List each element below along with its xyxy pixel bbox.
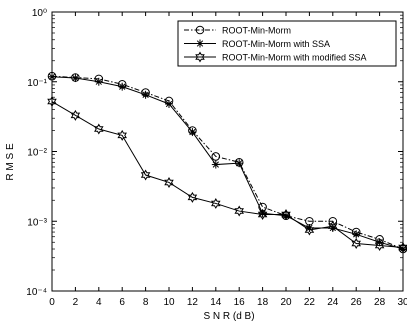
data-point xyxy=(71,74,80,83)
data-point xyxy=(211,152,221,161)
data-point xyxy=(164,176,174,188)
x-tick-label: 12 xyxy=(187,297,199,308)
asterisk-stroke xyxy=(399,245,407,253)
x-tick-label: 8 xyxy=(143,297,149,308)
asterisk-stroke xyxy=(259,210,266,217)
asterisk-stroke xyxy=(189,128,196,136)
data-point xyxy=(47,96,57,108)
x-tick-label: 0 xyxy=(49,297,55,308)
asterisk-stroke xyxy=(236,160,243,167)
legend-label: ROOT-Min-Morm with modified SSA xyxy=(222,53,367,63)
data-point xyxy=(117,129,127,141)
asterisk-stroke xyxy=(212,161,219,168)
x-tick-label: 18 xyxy=(257,297,269,308)
asterisk-stroke xyxy=(119,83,126,90)
x-tick-label: 20 xyxy=(280,297,292,308)
data-point xyxy=(257,208,268,220)
x-axis: 0 2 4 6 8 10 12 14 16 18 20 22 24 26 28 30 xyxy=(49,12,407,308)
data-point xyxy=(211,197,221,209)
y-tick-label: 10⁻⁴ xyxy=(26,287,47,298)
x-tick-label: 16 xyxy=(234,297,246,308)
y-axis: 10⁻⁴ 10⁻³ 10⁻² 10⁻¹ 10⁰ xyxy=(26,8,403,298)
x-tick-label: 2 xyxy=(73,297,79,308)
x-tick-label: 14 xyxy=(210,297,222,308)
series-line xyxy=(51,101,404,249)
asterisk-stroke xyxy=(48,73,56,80)
data-point xyxy=(399,245,407,254)
data-point xyxy=(94,123,104,135)
data-point xyxy=(141,90,150,99)
series-line xyxy=(51,75,404,250)
data-point xyxy=(211,160,220,169)
x-tick-label: 22 xyxy=(304,297,316,308)
data-point xyxy=(375,238,384,247)
x-tick-label: 26 xyxy=(351,297,363,308)
asterisk-stroke xyxy=(376,239,383,246)
y-tick-label: 10⁻² xyxy=(27,148,47,159)
y-tick-label: 10⁻³ xyxy=(27,217,47,228)
legend: ROOT-Min-Morm ROOT-Min-Morm with SSA ROOT-… xyxy=(177,20,397,67)
legend-label: ROOT-Min-Morm with SSA xyxy=(222,39,330,49)
data-point xyxy=(234,205,244,217)
asterisk-stroke xyxy=(329,224,336,232)
asterisk-stroke xyxy=(72,74,79,82)
data-point xyxy=(48,72,56,81)
data-point xyxy=(351,237,361,249)
series-layer xyxy=(47,71,407,254)
legend-entry: ROOT-Min-Morm with modified SSA xyxy=(184,51,367,63)
data-point xyxy=(304,224,315,236)
asterisk-stroke xyxy=(353,231,360,238)
legend-entry: ROOT-Min-Morm with SSA xyxy=(184,39,330,49)
legend-marker xyxy=(195,51,205,63)
data-point xyxy=(165,99,173,108)
legend-entry: ROOT-Min-Morm xyxy=(184,26,291,36)
x-axis-label: S N R (d B) xyxy=(203,311,254,322)
x-tick-label: 28 xyxy=(374,297,386,308)
asterisk-stroke xyxy=(306,224,313,232)
data-point xyxy=(281,208,291,220)
x-tick-label: 4 xyxy=(96,297,102,308)
data-point xyxy=(258,209,267,218)
x-tick-label: 10 xyxy=(163,297,175,308)
data-point xyxy=(235,159,244,168)
series-1 xyxy=(47,71,407,254)
y-axis-label: R M S E xyxy=(5,143,16,181)
data-point xyxy=(328,220,338,232)
data-point xyxy=(118,82,127,91)
data-point xyxy=(352,230,361,239)
x-tick-label: 30 xyxy=(397,297,407,308)
data-point xyxy=(140,169,151,181)
asterisk-stroke xyxy=(196,40,204,47)
series-2 xyxy=(48,72,407,254)
x-tick-label: 6 xyxy=(119,297,125,308)
legend-label: ROOT-Min-Morm xyxy=(222,26,291,36)
y-tick-label: 10⁰ xyxy=(32,8,47,19)
asterisk-stroke xyxy=(282,212,290,219)
data-point xyxy=(188,128,197,137)
asterisk-stroke xyxy=(165,100,173,108)
asterisk-stroke xyxy=(142,91,149,98)
series-3 xyxy=(47,96,407,254)
x-tick-label: 24 xyxy=(327,297,339,308)
series-line xyxy=(51,76,404,250)
data-point xyxy=(94,77,103,86)
data-point xyxy=(374,239,385,251)
y-tick-label: 10⁻¹ xyxy=(27,78,47,89)
asterisk-stroke xyxy=(95,78,102,85)
legend-marker xyxy=(196,39,204,48)
data-point xyxy=(187,191,198,203)
legend-marker xyxy=(195,25,205,35)
data-point xyxy=(70,109,81,121)
